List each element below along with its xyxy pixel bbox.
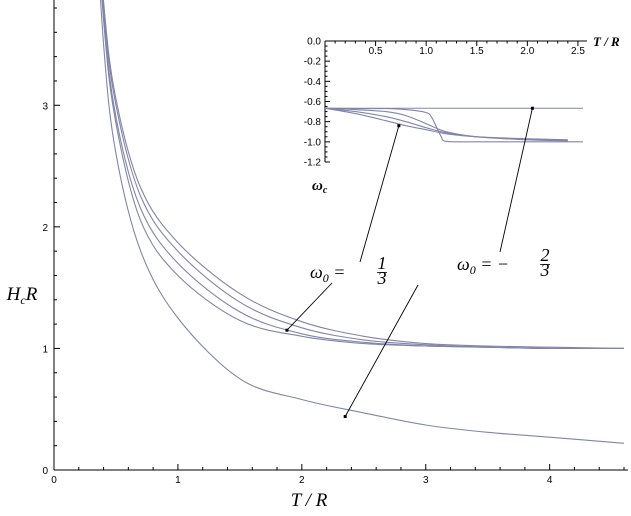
main-series-3 <box>101 0 625 350</box>
target-marker-inset-2 <box>530 106 534 110</box>
inset-y-tick-label: -1.0 <box>304 137 322 148</box>
target-marker-main-1 <box>285 328 289 332</box>
inset-y-tick-label: -1.2 <box>304 158 322 169</box>
inset-series-2 <box>324 107 583 143</box>
annotation-label-1: ω0 = 13 <box>310 253 387 288</box>
y-tick-label: 0 <box>42 466 48 477</box>
x-axis-title: T / R <box>291 490 328 511</box>
svg-text:ω0 = −: ω0 = − <box>457 254 509 277</box>
inset-y-tick-label: -0.2 <box>304 57 322 68</box>
x-tick-label: 2 <box>299 475 305 486</box>
main-series-1 <box>99 0 625 444</box>
inset-x-tick-label: 0.5 <box>369 46 383 57</box>
target-marker-inset-1 <box>397 124 401 128</box>
inset-x-tick-label: 1.5 <box>470 46 484 57</box>
inset-y-axis-title: ωc <box>312 178 328 196</box>
annotation-label-2: ω0 = − 23 <box>457 245 550 280</box>
inset-y-tick-label: -0.6 <box>304 97 322 108</box>
svg-text:1: 1 <box>378 253 387 273</box>
x-tick-label: 0 <box>51 475 57 486</box>
y-tick-label: 2 <box>42 223 48 234</box>
y-tick-label: 1 <box>42 344 48 355</box>
main-series-group <box>99 0 625 444</box>
target-marker-main-2 <box>343 415 347 419</box>
svg-text:3: 3 <box>377 268 387 288</box>
inset-x-axis-title: T / R <box>593 34 620 49</box>
inset-x-tick-label: 1.0 <box>419 46 433 57</box>
inset-y-tick-label: -0.4 <box>304 77 322 88</box>
x-tick-label: 1 <box>175 475 181 486</box>
inset-x-tick-label: 2.5 <box>571 46 585 57</box>
main-series-2 <box>101 0 625 350</box>
svg-text:2: 2 <box>541 245 550 265</box>
y-axis-title: HcR <box>6 284 38 307</box>
svg-text:3: 3 <box>540 260 550 280</box>
svg-text:ω0 =: ω0 = <box>310 262 345 285</box>
leader-line-main-1 <box>286 282 333 331</box>
inset-y-tick-label: 0.0 <box>307 37 321 48</box>
inset-x-tick-label: 2.0 <box>520 46 534 57</box>
main-series-5 <box>102 0 625 349</box>
inset-plot: 0.5 1.0 1.5 2.0 2.5 0.0 -0.2 -0.4 -0.6 -0.8 -1.0 -1… <box>304 34 620 196</box>
inset-y-tick-label: -0.8 <box>304 117 322 128</box>
y-tick-label: 3 <box>42 101 48 112</box>
leader-line-inset-2 <box>499 108 533 253</box>
leader-line-inset-1 <box>359 125 400 263</box>
x-tick-label: 3 <box>423 475 429 486</box>
leader-line-main-2 <box>344 284 419 417</box>
x-tick-label: 4 <box>547 475 553 486</box>
main-series-4 <box>102 0 625 350</box>
inset-series-5 <box>324 107 568 141</box>
